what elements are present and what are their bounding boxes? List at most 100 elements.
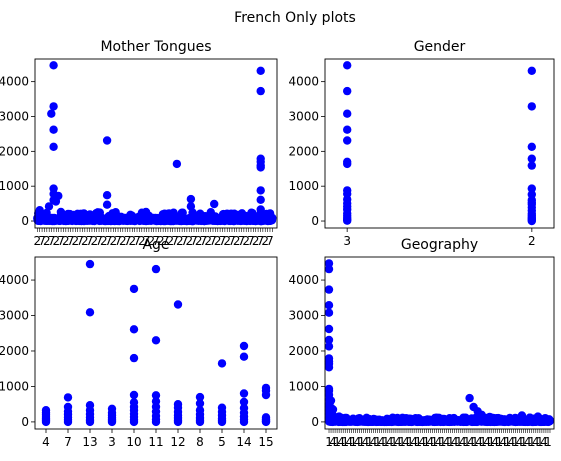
x-tick-label: 1 bbox=[495, 435, 503, 449]
x-tick-label: 1 bbox=[406, 435, 414, 449]
data-point bbox=[49, 61, 58, 70]
y-tick-label: 4000 bbox=[288, 273, 319, 287]
subplot-2: Gender 0 1000 2000 3000 4000 3 2 bbox=[288, 39, 555, 248]
data-point bbox=[465, 393, 474, 403]
x-tick-label: 14 bbox=[236, 435, 251, 449]
subplot-title: Mother Tongues bbox=[100, 39, 211, 55]
data-point bbox=[49, 142, 58, 151]
data-point bbox=[85, 308, 95, 317]
x-tick-label: 7 bbox=[181, 234, 189, 248]
data-point bbox=[265, 212, 275, 221]
y-tick-label: 4000 bbox=[0, 75, 29, 89]
x-tick-label: 4 bbox=[459, 435, 467, 449]
data-point bbox=[144, 211, 154, 220]
x-tick-label: 2 bbox=[128, 234, 136, 248]
data-point bbox=[63, 417, 73, 427]
data-point bbox=[217, 359, 227, 368]
data-point bbox=[527, 66, 536, 76]
x-tick-label: 2 bbox=[81, 234, 89, 248]
x-tick-label: 15 bbox=[258, 435, 273, 449]
x-tick-label: 2 bbox=[62, 234, 70, 248]
data-point bbox=[343, 86, 352, 96]
data-point bbox=[324, 308, 334, 317]
x-tick-label: 4 bbox=[386, 435, 394, 449]
x-tick-label: 2 bbox=[261, 234, 269, 248]
x-tick-label: 1 bbox=[325, 435, 333, 449]
x-tick-label: 1 bbox=[358, 435, 366, 449]
x-tick-label: 7 bbox=[266, 234, 274, 248]
x-tick-label: 1 bbox=[528, 435, 536, 449]
data-point bbox=[485, 412, 494, 422]
data-point bbox=[172, 216, 181, 225]
x-tick-label: 2 bbox=[252, 234, 260, 248]
x-tick-label: 1 bbox=[447, 435, 455, 449]
data-point bbox=[161, 213, 170, 222]
data-point bbox=[151, 264, 161, 274]
x-tick-label: 1 bbox=[398, 435, 406, 449]
y-tick-label: 2000 bbox=[0, 144, 29, 158]
x-tick-label: 7 bbox=[257, 234, 265, 248]
data-point bbox=[102, 200, 112, 209]
data-point bbox=[343, 125, 352, 134]
y-tick-label: 1000 bbox=[0, 179, 29, 193]
data-point bbox=[527, 102, 536, 111]
data-point bbox=[256, 186, 265, 195]
x-tick-label: 5 bbox=[218, 435, 226, 449]
x-tick-label: 2 bbox=[109, 234, 117, 248]
subplot-title: Geography bbox=[401, 237, 478, 253]
x-tick-label: 2 bbox=[43, 234, 51, 248]
data-point bbox=[516, 417, 526, 426]
data-point bbox=[93, 208, 103, 217]
x-tick-label: 2 bbox=[166, 234, 174, 248]
data-point bbox=[85, 259, 95, 269]
x-tick-label: 7 bbox=[114, 234, 122, 248]
data-point bbox=[517, 411, 527, 420]
data-point bbox=[343, 109, 352, 118]
data-point bbox=[151, 391, 161, 400]
data-point bbox=[533, 412, 543, 421]
data-point bbox=[107, 210, 117, 220]
figure-suptitle: French Only plots bbox=[234, 10, 356, 26]
data-point bbox=[129, 417, 139, 427]
data-point bbox=[527, 216, 536, 226]
data-point bbox=[405, 414, 414, 423]
x-tick-label: 4 bbox=[345, 435, 353, 449]
data-point bbox=[49, 215, 58, 224]
x-tick-label: 2 bbox=[100, 234, 108, 248]
data-point bbox=[239, 341, 249, 351]
x-tick-label-band: 2727272727272727272727272727272727272727… bbox=[34, 234, 274, 248]
x-tick-label: 7 bbox=[171, 234, 179, 248]
x-tick-label: 2 bbox=[90, 234, 98, 248]
data-point bbox=[181, 214, 191, 224]
x-tick-label: 1 bbox=[333, 435, 341, 449]
x-tick-label: 4 bbox=[435, 435, 443, 449]
x-tick-label: 1 bbox=[544, 435, 552, 449]
x-tick-label: 7 bbox=[152, 234, 160, 248]
y-tick-label: 3000 bbox=[288, 309, 319, 323]
x-tick-label: 4 bbox=[427, 435, 435, 449]
data-point bbox=[195, 417, 205, 427]
x-tick-label: 7 bbox=[209, 234, 217, 248]
x-tick-label: 1 bbox=[374, 435, 382, 449]
x-tick-label: 1 bbox=[423, 435, 431, 449]
x-tick-label: 8 bbox=[196, 435, 204, 449]
x-tick-label: 1 bbox=[471, 435, 479, 449]
y-tick-label: 2000 bbox=[0, 344, 29, 358]
subplot-1: Mother Tongues01000200030004000272727272… bbox=[0, 39, 278, 248]
x-tick-label: 2 bbox=[34, 234, 42, 248]
x-tick-label: 1 bbox=[350, 435, 358, 449]
data-point bbox=[173, 417, 183, 427]
data-point bbox=[129, 284, 139, 294]
y-tick-label: 0 bbox=[21, 214, 29, 228]
x-tick-label: 4 bbox=[451, 435, 459, 449]
data-point bbox=[505, 413, 514, 423]
data-point bbox=[256, 86, 265, 96]
x-tick-label: 2 bbox=[176, 234, 184, 248]
data-point bbox=[324, 285, 334, 294]
data-point bbox=[54, 191, 63, 201]
data-point bbox=[151, 417, 161, 427]
x-tick-label: 7 bbox=[200, 234, 208, 248]
x-tick-label: 10 bbox=[126, 435, 141, 449]
data-point bbox=[186, 202, 196, 211]
